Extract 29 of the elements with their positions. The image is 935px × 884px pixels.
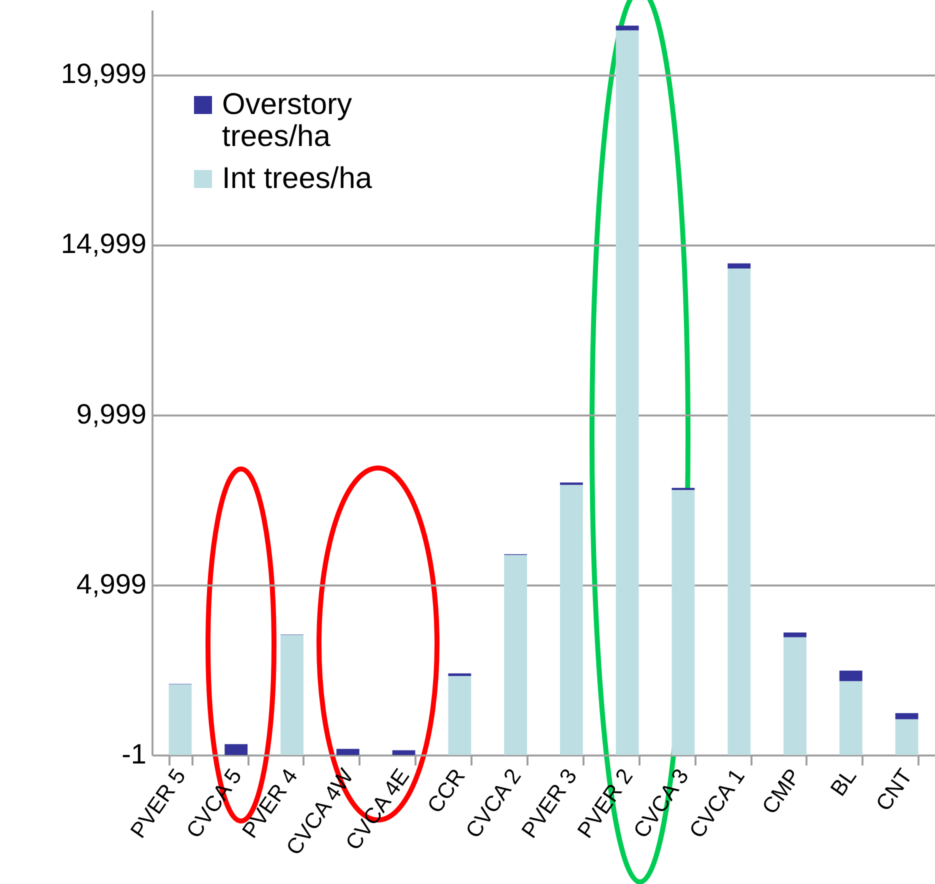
bar <box>560 482 583 485</box>
bar <box>839 681 862 755</box>
bar <box>895 719 918 755</box>
y-tick-label: 14,999 <box>60 228 146 260</box>
legend-label: Overstory trees/ha <box>222 88 352 153</box>
bar <box>448 673 472 676</box>
bar <box>728 268 751 755</box>
y-tick-label: 9,999 <box>76 398 146 430</box>
y-tick-label: -1 <box>122 738 146 770</box>
bar <box>784 637 806 755</box>
bar <box>839 670 862 682</box>
bar <box>560 484 583 755</box>
bar <box>392 750 416 755</box>
bar <box>728 263 751 269</box>
bar <box>224 744 248 755</box>
x-tick-label: BL <box>825 764 862 800</box>
bar <box>280 634 304 755</box>
bar <box>504 554 528 755</box>
bar <box>672 490 695 755</box>
bar <box>336 748 360 755</box>
y-tick-label: 19,999 <box>60 58 146 90</box>
y-tick-label: 4,999 <box>76 568 146 600</box>
legend-label: Int trees/ha <box>222 162 372 195</box>
bar <box>448 676 472 755</box>
bar <box>784 632 806 638</box>
bar <box>616 26 639 30</box>
bar <box>168 684 192 755</box>
bar <box>895 713 918 720</box>
bar <box>616 30 639 755</box>
